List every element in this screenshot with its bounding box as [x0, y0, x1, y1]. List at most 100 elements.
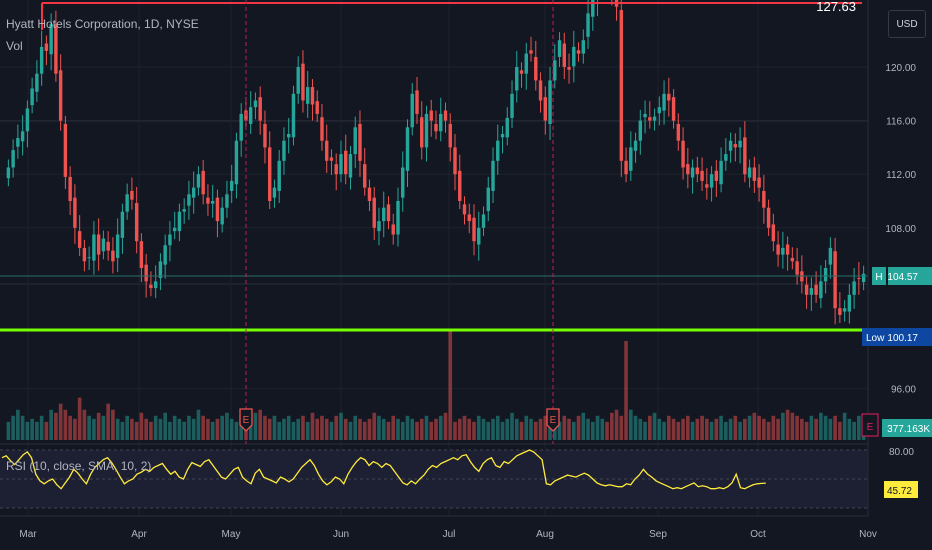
candle-body	[781, 247, 785, 255]
volume-bar	[709, 421, 714, 440]
volume-bar	[643, 421, 647, 440]
volume-bar	[762, 418, 766, 440]
volume-bar	[529, 418, 533, 440]
volume-bar	[153, 415, 158, 440]
candle-body	[861, 273, 866, 283]
volume-bar	[315, 418, 320, 440]
time-tick: Sep	[649, 529, 667, 540]
candle-body	[643, 113, 647, 118]
volume-bar	[310, 412, 315, 440]
volume-bar	[624, 341, 628, 440]
candle-body	[248, 107, 253, 124]
volume-bar	[248, 421, 253, 440]
volume-bar	[795, 415, 799, 440]
candle-body	[676, 123, 681, 141]
candle-body	[234, 140, 239, 185]
volume-bar	[633, 415, 638, 440]
volume-bar	[168, 421, 172, 440]
candle-body	[562, 43, 566, 67]
candle-body	[424, 113, 429, 148]
candle-body	[286, 134, 291, 138]
volume-bar	[139, 412, 144, 440]
candle-body	[762, 190, 766, 208]
volume-bar	[172, 415, 177, 440]
candle-body	[263, 123, 267, 148]
candle-body	[348, 154, 353, 178]
volume-bar	[785, 409, 790, 440]
candle-body	[838, 308, 842, 315]
candle-body	[662, 93, 666, 111]
volume-bar	[629, 409, 633, 440]
currency-button[interactable]: USD	[888, 10, 926, 38]
volume-bar	[804, 421, 809, 440]
candle-body	[339, 154, 343, 175]
candle-body	[96, 234, 101, 255]
candle-body	[6, 167, 11, 179]
chart-title: Hyatt Hotels Corporation, 1D, NYSE	[6, 17, 199, 31]
volume-bar	[182, 421, 186, 440]
volume-bar	[690, 421, 695, 440]
candle-body	[733, 144, 738, 148]
volume-box	[882, 419, 932, 437]
volume-bar	[68, 415, 72, 440]
candle-body	[500, 134, 505, 138]
volume-bar	[424, 415, 429, 440]
candle-body	[496, 140, 500, 161]
volume-bar	[229, 418, 234, 440]
volume-bar	[462, 415, 467, 440]
volume-bar	[434, 418, 438, 440]
candle-body	[329, 157, 334, 161]
volume-bar	[234, 421, 239, 440]
volume-bar	[106, 403, 110, 440]
volume-bar	[543, 415, 548, 440]
candle-body	[30, 88, 34, 106]
candle-body	[35, 73, 39, 92]
volume-bar	[305, 421, 310, 440]
candle-body	[510, 93, 514, 118]
candle-body	[629, 147, 633, 171]
volume-bar	[44, 421, 49, 440]
candle-body	[206, 197, 210, 204]
volume-bar	[705, 418, 709, 440]
candle-body	[481, 214, 486, 228]
volume-bar	[538, 418, 543, 440]
candle-body	[334, 164, 338, 175]
volume-bar	[557, 421, 562, 440]
candle-body	[296, 67, 300, 94]
volume-bar	[819, 412, 823, 440]
volume-bar	[514, 418, 519, 440]
candle-body	[201, 170, 205, 195]
candle-body	[548, 80, 552, 124]
time-tick: Mar	[19, 529, 37, 540]
candle-body	[557, 40, 562, 57]
volume-bar	[476, 415, 481, 440]
candle-body	[87, 257, 91, 259]
candle-body	[439, 113, 443, 132]
candle-body	[619, 10, 624, 161]
candle-body	[73, 197, 77, 228]
candle-body	[795, 261, 799, 275]
candle-body	[277, 160, 281, 191]
volume-bar	[239, 415, 243, 440]
volume-bar	[30, 418, 34, 440]
candle-body	[358, 123, 362, 161]
volume-bar	[258, 409, 263, 440]
candle-body	[172, 227, 177, 232]
candle-body	[220, 207, 224, 225]
candle-body	[54, 24, 58, 74]
volume-bar	[267, 418, 272, 440]
volume-bar	[719, 415, 723, 440]
volume-bar	[595, 415, 600, 440]
candle-body	[163, 245, 167, 265]
candle-body	[191, 187, 196, 198]
candle-body	[477, 227, 481, 245]
volume-bar	[320, 415, 324, 440]
volume-bar	[63, 409, 68, 440]
candle-body	[515, 67, 519, 91]
volume-bar	[609, 412, 614, 440]
volume-bar	[381, 418, 386, 440]
price-axis: 120.00 116.00 112.00 108.00 96.00 H 104.57 Low 1…	[861, 0, 932, 550]
volume-bar	[253, 412, 258, 440]
candle-body	[543, 97, 547, 121]
